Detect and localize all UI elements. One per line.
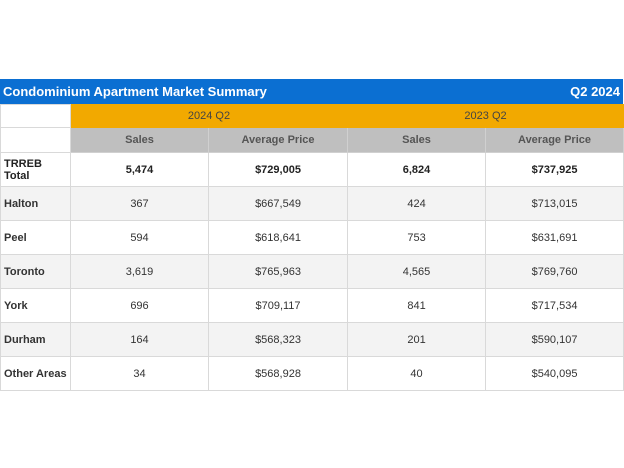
cell: 696 <box>70 288 209 323</box>
cell: $709,117 <box>207 288 349 323</box>
cell: 4,565 <box>347 254 487 289</box>
column-header: Sales <box>347 127 487 153</box>
cell: $618,641 <box>207 220 349 255</box>
group-row: 2024 Q2 2023 Q2 <box>0 104 624 128</box>
cell: 164 <box>70 322 209 357</box>
table-body: 2024 Q2 2023 Q2 Sales Average Price Sales Ave… <box>0 104 624 391</box>
cell: $713,015 <box>485 186 624 221</box>
row-label: Durham <box>0 322 71 357</box>
cell: $568,928 <box>207 356 349 391</box>
table: 2024 Q2 2023 Q2 Sales Average Price Sales Ave… <box>0 104 624 391</box>
cell: $667,549 <box>207 186 349 221</box>
column-header: Average Price <box>207 127 349 153</box>
cell: 753 <box>347 220 487 255</box>
blank-cell <box>0 127 71 153</box>
title-bar: Condominium Apartment Market Summary Q2 … <box>0 79 623 104</box>
cell: 201 <box>347 322 487 357</box>
cell: $769,760 <box>485 254 624 289</box>
cell: 6,824 <box>347 152 487 187</box>
cell: 40 <box>347 356 487 391</box>
data-row: Peel 594 $618,641 753 $631,691 <box>0 220 624 255</box>
cell: 841 <box>347 288 487 323</box>
row-label: Halton <box>0 186 71 221</box>
period: Q2 2024 <box>570 84 620 99</box>
row-label: Toronto <box>0 254 71 289</box>
cell: $568,323 <box>207 322 349 357</box>
cell: 424 <box>347 186 487 221</box>
row-label: Peel <box>0 220 71 255</box>
cell: 367 <box>70 186 209 221</box>
data-row: Other Areas 34 $568,928 40 $540,095 <box>0 356 624 391</box>
cell: 594 <box>70 220 209 255</box>
cell: $729,005 <box>207 152 349 187</box>
data-row: Halton 367 $667,549 424 $713,015 <box>0 186 624 221</box>
row-label: Other Areas <box>0 356 71 391</box>
blank-cell <box>0 104 71 128</box>
cell: $590,107 <box>485 322 624 357</box>
cell: $737,925 <box>485 152 624 187</box>
cell: $717,534 <box>485 288 624 323</box>
column-row: Sales Average Price Sales Average Price <box>0 127 624 153</box>
group-header: 2024 Q2 <box>69 104 349 128</box>
cell: $631,691 <box>485 220 624 255</box>
data-row: TRREB Total 5,474 $729,005 6,824 $737,925 <box>0 152 624 187</box>
title: Condominium Apartment Market Summary <box>3 84 267 99</box>
row-label: York <box>0 288 71 323</box>
data-row: Durham 164 $568,323 201 $590,107 <box>0 322 624 357</box>
column-header: Sales <box>70 127 209 153</box>
cell: 3,619 <box>70 254 209 289</box>
group-header: 2023 Q2 <box>347 104 624 128</box>
row-label: TRREB Total <box>0 152 71 187</box>
cell: 5,474 <box>70 152 209 187</box>
data-row: York 696 $709,117 841 $717,534 <box>0 288 624 323</box>
cell: $540,095 <box>485 356 624 391</box>
cell: $765,963 <box>207 254 349 289</box>
data-row: Toronto 3,619 $765,963 4,565 $769,760 <box>0 254 624 289</box>
cell: 34 <box>70 356 209 391</box>
column-header: Average Price <box>485 127 624 153</box>
summary-table: Condominium Apartment Market Summary Q2 … <box>0 79 624 391</box>
